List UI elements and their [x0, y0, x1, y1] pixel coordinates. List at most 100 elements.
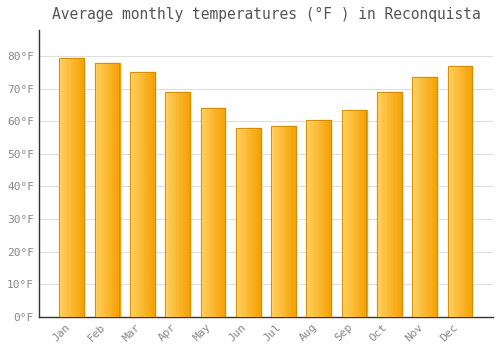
Bar	[275, 126, 276, 317]
Bar	[214, 108, 216, 317]
Bar	[236, 128, 237, 317]
Bar	[424, 77, 426, 317]
Bar	[388, 92, 390, 317]
Bar	[63, 58, 64, 317]
Bar	[67, 58, 68, 317]
Bar	[212, 108, 213, 317]
Bar	[363, 110, 364, 317]
Bar	[166, 92, 190, 317]
Bar	[185, 92, 186, 317]
Bar	[222, 108, 223, 317]
Bar	[208, 108, 210, 317]
Bar	[104, 63, 106, 317]
Bar	[292, 126, 294, 317]
Bar	[178, 92, 179, 317]
Bar	[342, 110, 343, 317]
Bar	[106, 63, 107, 317]
Bar	[148, 72, 150, 317]
Bar	[244, 128, 246, 317]
Bar	[68, 58, 70, 317]
Bar	[236, 128, 260, 317]
Bar	[312, 120, 314, 317]
Title: Average monthly temperatures (°F ) in Reconquista: Average monthly temperatures (°F ) in Re…	[52, 7, 480, 22]
Bar	[400, 92, 402, 317]
Bar	[387, 92, 388, 317]
Bar	[326, 120, 328, 317]
Bar	[82, 58, 83, 317]
Bar	[218, 108, 219, 317]
Bar	[256, 128, 257, 317]
Bar	[412, 77, 437, 317]
Bar	[154, 72, 155, 317]
Bar	[70, 58, 72, 317]
Bar	[172, 92, 174, 317]
Bar	[308, 120, 309, 317]
Bar	[422, 77, 424, 317]
Bar	[286, 126, 288, 317]
Bar	[280, 126, 281, 317]
Bar	[174, 92, 176, 317]
Bar	[79, 58, 80, 317]
Bar	[172, 92, 173, 317]
Bar	[220, 108, 222, 317]
Bar	[430, 77, 431, 317]
Bar	[80, 58, 82, 317]
Bar	[428, 77, 430, 317]
Bar	[76, 58, 77, 317]
Bar	[189, 92, 190, 317]
Bar	[274, 126, 275, 317]
Bar	[64, 58, 66, 317]
Bar	[60, 58, 62, 317]
Bar	[342, 110, 366, 317]
Bar	[111, 63, 112, 317]
Bar	[250, 128, 252, 317]
Bar	[356, 110, 358, 317]
Bar	[200, 108, 202, 317]
Bar	[432, 77, 434, 317]
Bar	[110, 63, 111, 317]
Bar	[271, 126, 296, 317]
Bar	[322, 120, 324, 317]
Bar	[246, 128, 247, 317]
Bar	[468, 66, 470, 317]
Bar	[100, 63, 101, 317]
Bar	[450, 66, 452, 317]
Bar	[76, 58, 78, 317]
Bar	[144, 72, 145, 317]
Bar	[452, 66, 454, 317]
Bar	[248, 128, 250, 317]
Bar	[152, 72, 154, 317]
Bar	[253, 128, 254, 317]
Bar	[118, 63, 120, 317]
Bar	[94, 63, 120, 317]
Bar	[242, 128, 244, 317]
Bar	[140, 72, 141, 317]
Bar	[241, 128, 242, 317]
Bar	[238, 128, 240, 317]
Bar	[202, 108, 203, 317]
Bar	[96, 63, 98, 317]
Bar	[319, 120, 320, 317]
Bar	[204, 108, 206, 317]
Bar	[271, 126, 272, 317]
Bar	[254, 128, 256, 317]
Bar	[281, 126, 282, 317]
Bar	[138, 72, 140, 317]
Bar	[136, 72, 138, 317]
Bar	[97, 63, 98, 317]
Bar	[285, 126, 286, 317]
Bar	[378, 92, 380, 317]
Bar	[320, 120, 322, 317]
Bar	[454, 66, 455, 317]
Bar	[74, 58, 76, 317]
Bar	[108, 63, 110, 317]
Bar	[257, 128, 258, 317]
Bar	[170, 92, 172, 317]
Bar	[380, 92, 381, 317]
Bar	[180, 92, 182, 317]
Bar	[359, 110, 360, 317]
Bar	[252, 128, 254, 317]
Bar	[344, 110, 346, 317]
Bar	[112, 63, 114, 317]
Bar	[179, 92, 180, 317]
